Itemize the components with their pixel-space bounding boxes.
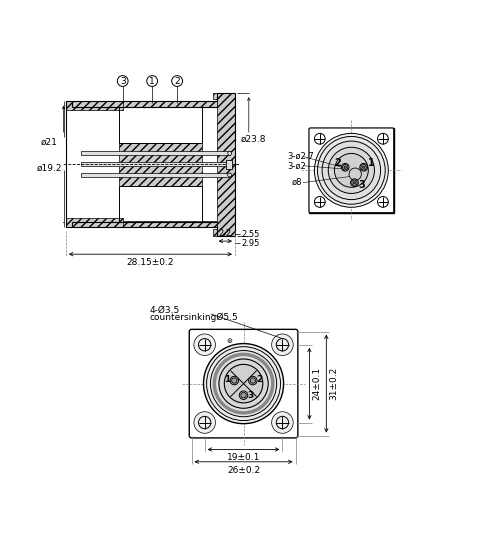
Circle shape	[214, 355, 273, 413]
Circle shape	[341, 163, 349, 171]
Text: 2.2: 2.2	[219, 229, 232, 238]
Circle shape	[228, 152, 232, 155]
Circle shape	[351, 179, 358, 186]
Circle shape	[272, 334, 293, 356]
Bar	[217, 93, 235, 235]
Circle shape	[211, 350, 276, 417]
Text: 3: 3	[120, 76, 126, 85]
Text: countersinkingØ5.5: countersinkingØ5.5	[149, 313, 238, 323]
Text: 2: 2	[174, 76, 180, 85]
Bar	[226, 160, 232, 169]
Bar	[81, 173, 230, 177]
Circle shape	[194, 334, 216, 356]
Circle shape	[248, 376, 257, 385]
Circle shape	[241, 392, 246, 398]
Text: 1: 1	[149, 76, 155, 85]
Bar	[66, 101, 123, 111]
Bar	[119, 143, 202, 186]
Circle shape	[352, 180, 357, 185]
Text: 26±0.2: 26±0.2	[227, 466, 260, 475]
Text: ø19.2: ø19.2	[36, 163, 62, 172]
Text: ø8: ø8	[292, 178, 302, 187]
Text: 2: 2	[334, 159, 341, 168]
Circle shape	[272, 412, 293, 433]
Circle shape	[314, 134, 388, 207]
Text: ø23.8: ø23.8	[241, 135, 267, 144]
Text: 4-Ø3.5: 4-Ø3.5	[149, 305, 180, 315]
FancyBboxPatch shape	[189, 329, 298, 438]
Text: ⊛: ⊛	[227, 338, 233, 344]
Text: 24±0.1: 24±0.1	[312, 367, 322, 400]
Circle shape	[228, 162, 232, 166]
Bar	[214, 230, 217, 235]
Circle shape	[328, 147, 375, 193]
FancyBboxPatch shape	[309, 128, 394, 213]
Bar	[66, 221, 217, 227]
Bar	[66, 218, 123, 227]
Bar	[66, 101, 235, 227]
Text: 3: 3	[247, 391, 254, 400]
Circle shape	[250, 378, 255, 383]
Bar	[214, 93, 217, 99]
Circle shape	[239, 391, 248, 399]
Text: 2.55: 2.55	[241, 230, 259, 239]
Bar	[81, 162, 230, 166]
Text: 2: 2	[257, 375, 263, 384]
Circle shape	[360, 163, 368, 171]
Circle shape	[219, 359, 268, 409]
Circle shape	[194, 412, 216, 433]
Circle shape	[344, 166, 346, 168]
Circle shape	[322, 141, 381, 200]
Circle shape	[203, 343, 284, 423]
Circle shape	[230, 376, 239, 385]
Circle shape	[207, 347, 280, 421]
Circle shape	[232, 378, 237, 383]
Circle shape	[354, 182, 355, 184]
Text: 1: 1	[368, 159, 374, 168]
Bar	[66, 101, 217, 107]
Circle shape	[318, 137, 385, 204]
Circle shape	[228, 173, 232, 177]
Text: 3: 3	[358, 180, 365, 190]
Text: 31±0.2: 31±0.2	[329, 367, 338, 400]
Text: 19±0.1: 19±0.1	[227, 453, 260, 462]
Text: ø21: ø21	[40, 138, 57, 147]
Circle shape	[362, 166, 365, 168]
Circle shape	[361, 164, 366, 170]
Bar	[81, 152, 230, 155]
Text: 3-ø2.7: 3-ø2.7	[287, 152, 314, 161]
Circle shape	[343, 164, 348, 170]
Circle shape	[334, 153, 368, 187]
Text: 3-ø2: 3-ø2	[287, 161, 306, 170]
Bar	[309, 128, 394, 213]
Text: 2.95: 2.95	[241, 239, 259, 248]
Text: 1: 1	[224, 375, 230, 384]
Text: 28.15±0.2: 28.15±0.2	[127, 258, 174, 267]
Circle shape	[224, 364, 263, 403]
